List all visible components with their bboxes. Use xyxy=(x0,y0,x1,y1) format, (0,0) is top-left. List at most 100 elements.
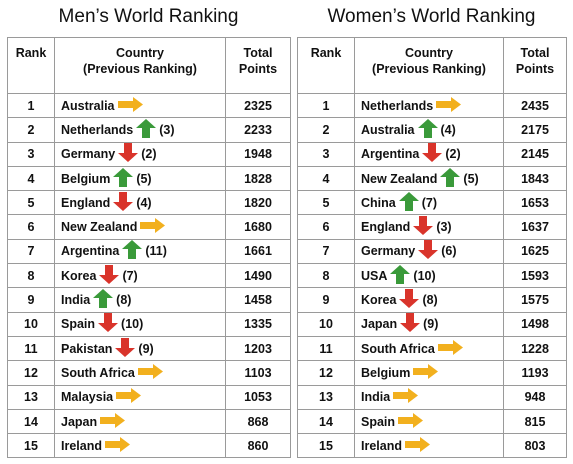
rank-header: Rank xyxy=(7,37,55,94)
country-cell: Japan (9) xyxy=(354,311,504,337)
points-cell: 1335 xyxy=(225,311,291,337)
country-name: Korea xyxy=(61,268,97,283)
table-row: 3 Argentina (2) 2145 xyxy=(297,141,567,167)
table-header-row: Rank Country (Previous Ranking) Total Po… xyxy=(297,37,567,94)
table-row: 15 Ireland 803 xyxy=(297,433,567,459)
yellow-right-arrow-icon xyxy=(393,388,419,406)
previous-ranking: (10) xyxy=(413,268,436,283)
rank-cell: 8 xyxy=(7,263,55,289)
table-row: 1 Australia 2325 xyxy=(7,92,291,119)
points-cell: 948 xyxy=(503,384,567,410)
womens-ranking-title: Women’s World Ranking xyxy=(327,6,536,27)
table-row: 15 Ireland 860 xyxy=(7,433,291,459)
country-cell: New Zealand (5) xyxy=(354,165,504,192)
points-cell: 2175 xyxy=(503,117,567,143)
country-cell: Korea (8) xyxy=(354,287,504,313)
table-row: 13 Malaysia 1053 xyxy=(7,384,291,410)
country-name: Germany xyxy=(61,147,116,162)
table-row: 4 New Zealand (5) 1843 xyxy=(297,165,567,192)
red-down-arrow-icon xyxy=(418,240,439,262)
rank-cell: 15 xyxy=(7,433,55,459)
green-up-arrow-icon xyxy=(390,264,411,287)
previous-ranking: (5) xyxy=(463,171,479,186)
country-cell: China (7) xyxy=(354,190,504,216)
points-cell: 1103 xyxy=(225,360,291,386)
green-up-arrow-icon xyxy=(398,191,419,214)
total-header-label: Total xyxy=(520,46,550,60)
previous-ranking-header-label: (Previous Ranking) xyxy=(372,62,486,76)
yellow-right-arrow-icon xyxy=(117,96,143,115)
country-name: Ireland xyxy=(361,438,402,453)
points-cell: 1458 xyxy=(225,287,291,313)
points-cell: 1625 xyxy=(503,238,567,265)
country-name: Australia xyxy=(361,122,415,137)
table-row: 11 Pakistan (9) 1203 xyxy=(7,335,291,362)
country-name: Ireland xyxy=(61,438,102,453)
table-row: 7 Germany (6) 1625 xyxy=(297,238,567,265)
points-cell: 1661 xyxy=(225,238,291,265)
rank-cell: 10 xyxy=(7,311,55,337)
points-cell: 1828 xyxy=(225,165,291,192)
previous-ranking: (4) xyxy=(136,195,152,210)
rank-cell: 6 xyxy=(7,214,55,240)
table-row: 1 Netherlands 2435 xyxy=(297,92,567,119)
country-name: New Zealand xyxy=(61,220,138,235)
country-name: South Africa xyxy=(61,365,135,380)
rank-cell: 13 xyxy=(7,384,55,410)
table-row: 5 China (7) 1653 xyxy=(297,190,567,216)
country-cell: Pakistan (9) xyxy=(54,335,226,362)
previous-ranking: (8) xyxy=(422,293,438,308)
red-down-arrow-icon xyxy=(413,216,434,238)
country-name: USA xyxy=(361,268,388,283)
points-cell: 2233 xyxy=(225,117,291,143)
previous-ranking: (9) xyxy=(138,341,154,356)
rank-cell: 7 xyxy=(7,238,55,265)
previous-ranking: (3) xyxy=(159,122,175,137)
country-cell: Argentina (2) xyxy=(354,141,504,167)
rank-header: Rank xyxy=(297,37,355,94)
rank-cell: 11 xyxy=(7,335,55,362)
rank-cell: 3 xyxy=(297,141,355,167)
red-down-arrow-icon xyxy=(400,313,421,335)
country-name: Belgium xyxy=(61,171,111,186)
rank-cell: 7 xyxy=(297,238,355,265)
rank-cell: 1 xyxy=(7,92,55,119)
yellow-right-arrow-icon xyxy=(437,339,463,358)
table-row: 3 Germany (2) 1948 xyxy=(7,141,291,167)
yellow-right-arrow-icon xyxy=(413,363,439,382)
country-name: Argentina xyxy=(61,244,120,259)
green-up-arrow-icon xyxy=(113,167,134,190)
country-name: Netherlands xyxy=(361,98,434,113)
table-row: 12 Belgium 1193 xyxy=(297,360,567,386)
previous-ranking: (6) xyxy=(441,244,457,259)
points-cell: 1637 xyxy=(503,214,567,240)
country-cell: Australia xyxy=(54,92,226,119)
country-cell: Netherlands (3) xyxy=(54,117,226,143)
country-header-label: Country xyxy=(405,46,453,60)
table-row: 11 South Africa 1228 xyxy=(297,335,567,362)
points-cell: 1490 xyxy=(225,263,291,289)
country-cell: South Africa xyxy=(354,335,504,362)
green-up-arrow-icon xyxy=(417,118,438,141)
yellow-right-arrow-icon xyxy=(405,436,430,455)
points-cell: 1203 xyxy=(225,335,291,362)
points-cell: 1593 xyxy=(503,263,567,289)
country-name: Japan xyxy=(361,317,398,332)
points-cell: 1948 xyxy=(225,141,291,167)
country-name: Netherlands xyxy=(61,122,134,137)
rank-cell: 4 xyxy=(297,165,355,192)
country-name: Japan xyxy=(61,414,98,429)
country-name: New Zealand xyxy=(361,171,438,186)
table-row: 9 Korea (8) 1575 xyxy=(297,287,567,313)
rank-cell: 12 xyxy=(7,360,55,386)
red-down-arrow-icon xyxy=(113,191,134,214)
country-name: Spain xyxy=(361,414,396,429)
points-cell: 815 xyxy=(503,408,567,435)
points-cell: 1498 xyxy=(503,311,567,337)
yellow-right-arrow-icon xyxy=(140,218,166,236)
country-cell: India xyxy=(354,384,504,410)
table-header-row: Rank Country (Previous Ranking) Total Po… xyxy=(7,37,291,94)
country-cell: Germany (6) xyxy=(354,238,504,265)
yellow-right-arrow-icon xyxy=(398,412,424,431)
points-cell: 2435 xyxy=(503,92,567,119)
